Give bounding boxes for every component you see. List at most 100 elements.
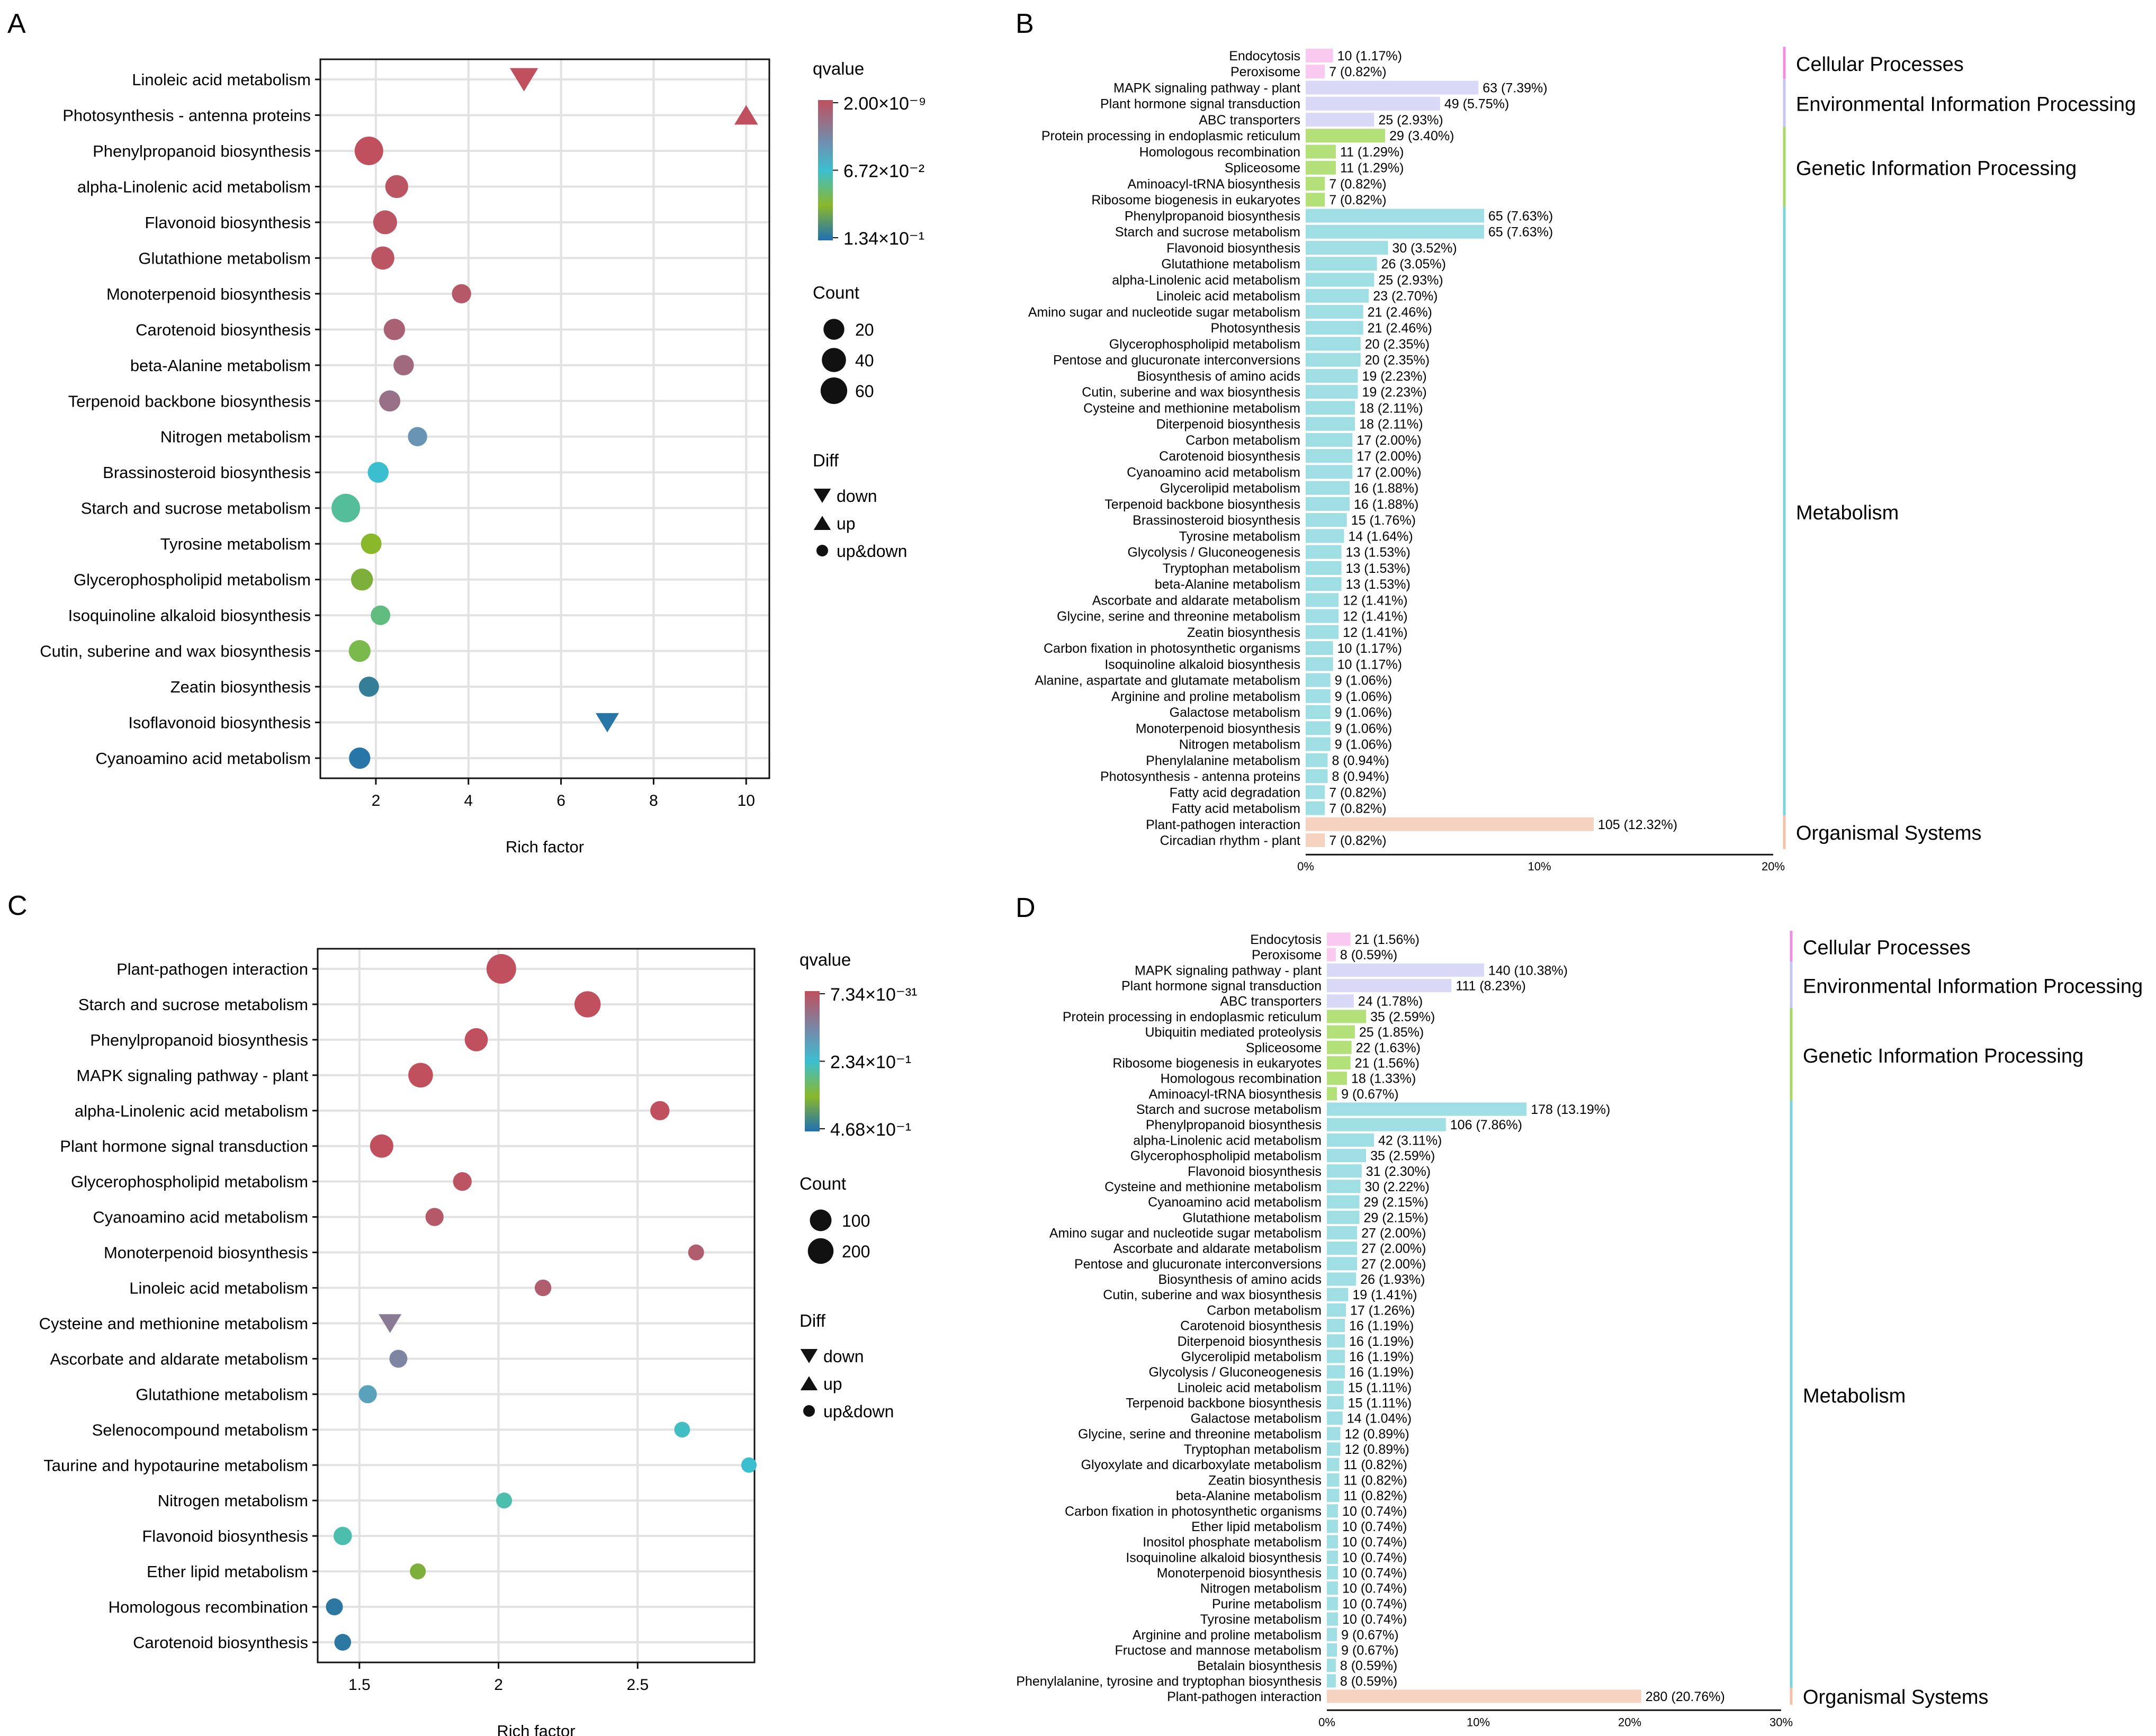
panel-d-bar-monoterpenoid-biosynthesis xyxy=(1327,1566,1338,1580)
panel-c-y-label-homologous-recombination: Homologous recombination xyxy=(109,1598,308,1616)
panel-a-legend-diff-label: up&down xyxy=(837,542,907,561)
panel-d-bar-term-glyoxylate-and-dicarboxylate-metabolism: Glyoxylate and dicarboxylate metabolism xyxy=(1081,1458,1322,1472)
panel-b-bar-term-terpenoid-backbone-biosynthesis: Terpenoid backbone biosynthesis xyxy=(1104,497,1300,512)
panel-b-x-tick-label: 0% xyxy=(1297,860,1314,873)
panel-c-point-taurine-and-hypotaurine-metabolism xyxy=(741,1457,757,1473)
panel-c-colorbar-label: 2.34×10⁻¹ xyxy=(830,1053,911,1073)
panel-b-bar-homologous-recombination xyxy=(1306,145,1336,159)
panel-d-bar-term-beta-alanine-metabolism: beta-Alanine metabolism xyxy=(1176,1489,1322,1504)
panel-d-bar-glycerolipid-metabolism xyxy=(1327,1350,1345,1363)
panel-b-bar-ascorbate-and-aldarate-metabolism xyxy=(1306,593,1339,607)
panel-c-legend-qvalue-title: qvalue xyxy=(799,950,851,969)
panel-d-bar-value-carbon-metabolism: 17 (1.26%) xyxy=(1350,1303,1415,1318)
panel-d-bar-phenylpropanoid-biosynthesis xyxy=(1327,1118,1446,1131)
panel-b-bar-value-phenylpropanoid-biosynthesis: 65 (7.63%) xyxy=(1488,209,1553,223)
panel-b-bar-value-alanine-aspartate-and-glutamate-metabolism: 9 (1.06%) xyxy=(1335,673,1392,688)
panel-a-x-tick-label: 6 xyxy=(556,792,565,809)
panel-b-bar-cyanoamino-acid-metabolism xyxy=(1306,465,1353,479)
panel-d-bar-glycerophospholipid-metabolism xyxy=(1327,1149,1367,1163)
panel-b-bar-value-carbon-fixation-in-photosynthetic-organisms: 10 (1.17%) xyxy=(1337,641,1402,656)
panel-c-legend-diff-down-icon xyxy=(800,1349,818,1363)
panel-c-legend-diff-up-icon xyxy=(800,1376,818,1390)
panel-d-bar-glycine-serine-and-threonine-metabolism xyxy=(1327,1427,1341,1441)
panel-c-y-label-starch-and-sucrose-metabolism: Starch and sucrose metabolism xyxy=(78,995,308,1014)
panel-d-bar-term-spliceosome: Spliceosome xyxy=(1246,1040,1322,1055)
panel-d-bar-starch-and-sucrose-metabolism xyxy=(1327,1102,1527,1116)
panel-d-bar-abc-transporters xyxy=(1327,994,1354,1008)
panel-d-bar-value-protein-processing-in-endoplasmic-reticulum: 35 (2.59%) xyxy=(1370,1010,1435,1024)
panel-d-bar-plant-hormone-signal-transduction xyxy=(1327,979,1452,993)
panel-d-bar-term-glycolysis-gluconeogenesis: Glycolysis / Gluconeogenesis xyxy=(1148,1365,1322,1380)
panel-d-bar-ubiquitin-mediated-proteolysis xyxy=(1327,1025,1355,1039)
panel-d-bar-value-purine-metabolism: 10 (0.74%) xyxy=(1342,1597,1407,1612)
panel-b-bar-monoterpenoid-biosynthesis xyxy=(1306,721,1331,735)
panel-a-y-label-monoterpenoid-biosynthesis: Monoterpenoid biosynthesis xyxy=(106,285,311,303)
panel-a-point-glycerophospholipid-metabolism xyxy=(351,568,373,591)
panel-d-bar-term-glycine-serine-and-threonine-metabolism: Glycine, serine and threonine metabolism xyxy=(1078,1427,1322,1442)
panel-d-bar-carbon-metabolism xyxy=(1327,1303,1346,1317)
panel-d-bar-term-endocytosis: Endocytosis xyxy=(1250,932,1322,947)
panel-d-bar-arginine-and-proline-metabolism xyxy=(1327,1627,1337,1641)
panel-c-y-label-cysteine-and-methionine-metabolism: Cysteine and methionine metabolism xyxy=(39,1314,308,1333)
panel-a-point-alpha-linolenic-acid-metabolism xyxy=(385,175,408,199)
panel-d-bar-value-diterpenoid-biosynthesis: 16 (1.19%) xyxy=(1349,1334,1414,1349)
panel-a-legend-count-label: 20 xyxy=(855,320,874,339)
panel-a-point-cutin-suberine-and-wax-biosynthesis xyxy=(348,640,371,662)
panel-b-bar-term-zeatin-biosynthesis: Zeatin biosynthesis xyxy=(1187,625,1300,640)
panel-a-y-label-glycerophospholipid-metabolism: Glycerophospholipid metabolism xyxy=(74,571,311,589)
panel-c-legend-count-title: Count xyxy=(799,1174,846,1193)
panel-b-bar-value-aminoacyl-trna-biosynthesis: 7 (0.82%) xyxy=(1329,177,1386,192)
panel-c-y-label-monoterpenoid-biosynthesis: Monoterpenoid biosynthesis xyxy=(104,1244,308,1262)
panel-d-bar-value-linoleic-acid-metabolism: 15 (1.11%) xyxy=(1348,1380,1412,1395)
panel-d-category-label-organismal-systems: Organismal Systems xyxy=(1803,1686,1989,1708)
panel-b-category-label-organismal-systems: Organismal Systems xyxy=(1796,822,1982,844)
panel-b-bar-value-tryptophan-metabolism: 13 (1.53%) xyxy=(1346,561,1411,576)
panel-c-legend-count-200 xyxy=(807,1238,834,1264)
panel-d-bar-value-endocytosis: 21 (1.56%) xyxy=(1355,932,1420,947)
panel-b-category-label-genetic-information-processing: Genetic Information Processing xyxy=(1796,158,2077,180)
panel-d-bar-term-zeatin-biosynthesis: Zeatin biosynthesis xyxy=(1208,1473,1322,1488)
panel-d-bar-tryptophan-metabolism xyxy=(1327,1442,1341,1456)
panel-d-bar-term-galactose-metabolism: Galactose metabolism xyxy=(1191,1411,1322,1426)
panel-b-bar-value-glycerophospholipid-metabolism: 20 (2.35%) xyxy=(1365,337,1430,352)
panel-c-point-linoleic-acid-metabolism xyxy=(534,1279,552,1297)
panel-d-bar-ether-lipid-metabolism xyxy=(1327,1519,1338,1533)
panel-b-bar-alanine-aspartate-and-glutamate-metabolism xyxy=(1306,673,1331,687)
panel-c-y-label-plant-hormone-signal-transduction: Plant hormone signal transduction xyxy=(60,1137,308,1156)
panel-b-bar-term-plant-pathogen-interaction: Plant-pathogen interaction xyxy=(1146,817,1300,832)
panel-a-point-nitrogen-metabolism xyxy=(408,427,427,446)
panel-b-bar-term-glycine-serine-and-threonine-metabolism: Glycine, serine and threonine metabolism xyxy=(1057,609,1300,624)
panel-a-colorbar-label: 2.00×10⁻⁹ xyxy=(843,94,926,114)
panel-d-bar-value-betalain-biosynthesis: 8 (0.59%) xyxy=(1340,1659,1397,1674)
panel-b-bar-term-endocytosis: Endocytosis xyxy=(1229,49,1300,64)
panel-d-bar-value-peroxisome: 8 (0.59%) xyxy=(1340,948,1397,963)
panel-c-legend-diff-up-down-icon xyxy=(803,1405,815,1417)
panel-c-point-cysteine-and-methionine-metabolism xyxy=(379,1314,402,1333)
panel-c-x-tick-label: 2.5 xyxy=(626,1676,649,1694)
panel-d-bar-glutathione-metabolism xyxy=(1327,1210,1360,1224)
panel-b-bar-term-cutin-suberine-and-wax-biosynthesis: Cutin, suberine and wax biosynthesis xyxy=(1082,385,1300,400)
panel-c-legend-diff-label: up&down xyxy=(823,1402,894,1421)
panel-b-bar-term-glycerolipid-metabolism: Glycerolipid metabolism xyxy=(1160,481,1300,496)
panel-c-y-label-taurine-and-hypotaurine-metabolism: Taurine and hypotaurine metabolism xyxy=(43,1456,308,1474)
panel-b-bar-term-arginine-and-proline-metabolism: Arginine and proline metabolism xyxy=(1111,689,1300,704)
panel-d-bar-amino-sugar-and-nucleotide-sugar-metabolism xyxy=(1327,1226,1358,1240)
panel-c-qvalue-colorbar xyxy=(805,991,820,1131)
panel-a-point-carotenoid-biosynthesis xyxy=(383,319,406,340)
panel-d-bar-term-ascorbate-and-aldarate-metabolism: Ascorbate and aldarate metabolism xyxy=(1113,1242,1322,1256)
panel-b-bar-term-monoterpenoid-biosynthesis: Monoterpenoid biosynthesis xyxy=(1136,721,1300,736)
panel-d-bar-value-terpenoid-backbone-biosynthesis: 15 (1.11%) xyxy=(1348,1396,1412,1411)
panel-a-point-photosynthesis-antenna-proteins xyxy=(734,105,758,125)
panel-b-bar-term-amino-sugar-and-nucleotide-sugar-metabolism: Amino sugar and nucleotide sugar metabol… xyxy=(1028,305,1300,320)
panel-d-bar-value-aminoacyl-trna-biosynthesis: 9 (0.67%) xyxy=(1341,1087,1398,1102)
panel-c-x-tick-label: 1.5 xyxy=(348,1676,371,1694)
panel-b-bar-term-phenylpropanoid-biosynthesis: Phenylpropanoid biosynthesis xyxy=(1125,209,1300,223)
panel-b-bar-value-beta-alanine-metabolism: 13 (1.53%) xyxy=(1346,577,1411,592)
panel-d-bar-ribosome-biogenesis-in-eukaryotes xyxy=(1327,1056,1351,1070)
panel-d-bar-value-cyanoamino-acid-metabolism: 29 (2.15%) xyxy=(1363,1195,1428,1210)
panel-d-bar-diterpenoid-biosynthesis xyxy=(1327,1334,1345,1348)
panel-b-bar-value-circadian-rhythm-plant: 7 (0.82%) xyxy=(1329,833,1386,848)
panel-c-point-alpha-linolenic-acid-metabolism xyxy=(650,1101,670,1120)
panel-d-bar-beta-alanine-metabolism xyxy=(1327,1489,1340,1503)
panel-a-point-linoleic-acid-metabolism xyxy=(509,68,538,92)
